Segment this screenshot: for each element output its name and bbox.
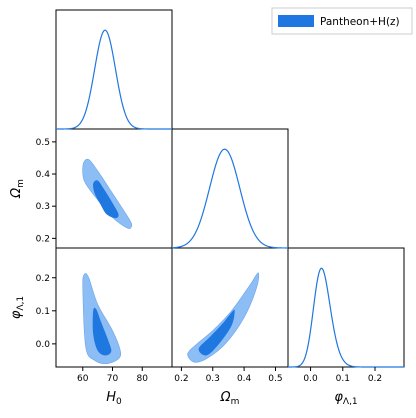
ytick-label-Om: 0.5 (36, 138, 50, 148)
xtick-label-phi: 0.2 (368, 374, 382, 384)
xaxis-label-phi: φΛ,1 (334, 390, 357, 407)
ytick-label-Om: 0.3 (36, 202, 50, 212)
panel-frame-0-1 (55, 128, 173, 249)
contour-95-H0-Om (82, 158, 133, 229)
legend-swatch (278, 15, 314, 27)
yaxis-label-phi: φΛ,1 (9, 296, 26, 319)
xtick-label-H0: 80 (137, 374, 149, 384)
xtick-label-phi: 0.1 (336, 374, 350, 384)
marginal-curve-H0 (56, 29, 172, 130)
contour-95-H0-phi (82, 273, 122, 365)
xtick-label-phi: 0.0 (303, 374, 318, 384)
panels-layer (55, 9, 405, 368)
panel-frame-1-1 (171, 128, 289, 249)
ytick-label-Om: 0.4 (36, 170, 51, 180)
panel-frame-2-2 (287, 247, 405, 368)
xaxis-label-H0: H0 (106, 390, 122, 407)
xtick-label-H0: 70 (107, 374, 119, 384)
ytick-label-phi: 0.2 (36, 274, 50, 284)
panel-frame-0-0 (55, 9, 173, 130)
yaxis-label-Om: Ωm (9, 179, 26, 199)
xtick-label-Om: 0.2 (174, 374, 188, 384)
xtick-label-Om: 0.4 (237, 374, 252, 384)
ticks-layer: 60 70 80 0.2 0.3 0.4 0.5 0.0 0.1 0.2 0.2 0.3 0.4 0.5 0… (36, 138, 382, 384)
ytick-label-Om: 0.2 (36, 234, 50, 244)
ytick-label-phi: 0.1 (36, 307, 50, 317)
xtick-label-Om: 0.5 (268, 374, 282, 384)
panel-frame-1-2 (171, 247, 289, 368)
contour-68-Om-phi (198, 309, 235, 356)
marginal-curve-phi (288, 267, 404, 368)
contour-68-H0-Om (93, 180, 119, 219)
xtick-label-H0: 60 (77, 374, 89, 384)
legend: Pantheon+H(z) (271, 7, 413, 35)
contour-68-H0-phi (92, 307, 112, 356)
ytick-label-phi: 0.0 (36, 340, 51, 350)
xtick-label-Om: 0.3 (206, 374, 220, 384)
contour-95-Om-phi (187, 272, 260, 363)
legend-label: Pantheon+H(z) (320, 16, 400, 28)
xaxis-label-Om: Ωm (220, 390, 240, 407)
marginal-curve-Om (171, 148, 288, 249)
axis-labels-layer: H0 Ωm φΛ,1 Ωm φΛ,1 (9, 179, 358, 407)
